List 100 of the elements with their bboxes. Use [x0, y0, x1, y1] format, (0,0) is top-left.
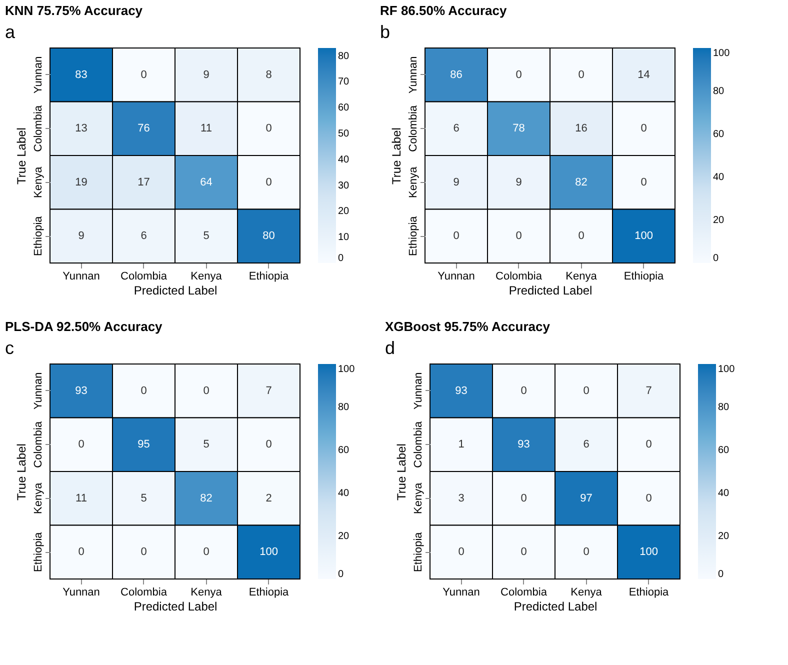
data-label: 100 — [634, 230, 653, 242]
x-tick-label: Kenya — [570, 586, 603, 598]
x-tick-label: Kenya — [190, 586, 223, 598]
color-bar-label: 0 — [713, 253, 719, 264]
y-tick-label: Ethiopia — [32, 215, 44, 256]
data-label: 5 — [203, 230, 210, 242]
data-label: 0 — [140, 546, 147, 558]
data-label: 0 — [646, 492, 652, 504]
data-label: 0 — [578, 230, 584, 242]
data-label: 0 — [453, 230, 460, 242]
data-label: 0 — [520, 384, 527, 397]
data-label: 9 — [78, 230, 84, 242]
x-tick-label: Colombia — [120, 270, 168, 282]
y-tick-label: Ethiopia — [412, 531, 424, 572]
data-label: 0 — [640, 122, 647, 135]
y-tick-label: Colombia — [408, 104, 420, 152]
data-label: 0 — [640, 176, 647, 188]
y-tick-label: Kenya — [412, 482, 424, 514]
chart-title: KNN 75.75% Accuracy — [5, 3, 144, 18]
data-label: 6 — [453, 122, 460, 135]
data-label: 0 — [520, 492, 527, 504]
data-label: 83 — [75, 68, 88, 81]
data-label: 6 — [140, 230, 147, 242]
y-tick-label: Ethiopia — [408, 215, 420, 256]
color-bar-label: 0 — [718, 569, 724, 580]
data-label: 6 — [583, 438, 590, 451]
x-tick-label: Yunnan — [62, 270, 100, 282]
data-label: 9 — [453, 176, 460, 188]
y-tick-label: Yunnan — [412, 372, 424, 410]
y-tick-label: Yunnan — [408, 56, 420, 94]
data-label: 0 — [516, 68, 522, 81]
text: d — [385, 338, 396, 358]
chart-title: PLS-DA 92.50% Accuracy — [5, 319, 164, 334]
data-label: 0 — [578, 68, 584, 81]
color-bar-label: 80 — [718, 402, 730, 413]
data-label: 9 — [203, 68, 210, 81]
data-label: 0 — [266, 176, 272, 188]
data-label: 82 — [200, 492, 212, 504]
text: b — [380, 22, 390, 42]
color-bar-label: 20 — [718, 531, 730, 542]
data-label: 9 — [516, 176, 522, 188]
color-bar-label: 70 — [338, 76, 350, 88]
y-tick-label: Kenya — [408, 166, 420, 198]
data-label: 64 — [200, 176, 212, 188]
x-tick-label: Yunnan — [442, 586, 480, 598]
color-bar-label: 80 — [713, 86, 725, 97]
x-tick-label: Colombia — [496, 270, 543, 282]
chart-title: XGBoost 95.75% Accuracy — [385, 319, 551, 334]
data-label: 11 — [200, 122, 212, 135]
color-bar-label: 0 — [338, 569, 344, 580]
x-axis-title: Predicted Label — [508, 284, 592, 298]
data-label: 97 — [580, 492, 592, 504]
color-bar-label: 0 — [338, 253, 344, 264]
color-bar-label: 100 — [718, 364, 736, 375]
data-label: 2 — [266, 492, 272, 504]
x-tick-label: Kenya — [190, 270, 223, 282]
x-tick-label: Ethiopia — [628, 586, 670, 598]
data-label: 0 — [78, 546, 84, 558]
x-axis-title: Predicted Label — [134, 600, 218, 614]
text: a — [5, 22, 16, 42]
data-label: 0 — [520, 546, 527, 558]
data-label: 1 — [458, 438, 464, 451]
data-label: 13 — [75, 122, 88, 135]
x-tick-label: Yunnan — [62, 586, 100, 598]
y-axis-title: True Label — [14, 444, 28, 500]
data-label: 3 — [458, 492, 464, 504]
color-bar-label: 40 — [338, 488, 350, 499]
x-tick-label: Colombia — [500, 586, 548, 598]
data-label: 78 — [512, 122, 525, 135]
y-tick-label: Ethiopia — [32, 531, 44, 572]
y-tick-label: Yunnan — [32, 372, 44, 410]
color-bar-label: 20 — [338, 206, 350, 218]
color-bar-label: 30 — [338, 180, 350, 192]
data-label: 0 — [140, 384, 147, 397]
y-axis-title: True Label — [14, 128, 28, 184]
x-tick-label: Ethiopia — [248, 586, 290, 598]
data-label: 16 — [575, 122, 588, 135]
y-tick-label: Kenya — [32, 166, 44, 198]
data-label: 0 — [583, 384, 590, 397]
x-tick-label: Ethiopia — [624, 270, 664, 282]
data-label: 7 — [646, 384, 652, 397]
y-tick-label: Yunnan — [32, 56, 44, 94]
color-bar-label: 50 — [338, 128, 350, 140]
x-axis-title: Predicted Label — [514, 600, 598, 614]
color-bar-label: 10 — [338, 232, 350, 244]
color-bar-label: 80 — [338, 50, 350, 62]
data-label: 100 — [260, 546, 278, 558]
x-axis-title: Predicted Label — [134, 284, 218, 298]
y-tick-label: Colombia — [32, 104, 44, 152]
data-label: 14 — [638, 68, 650, 81]
color-bar-label: 60 — [718, 445, 730, 456]
y-axis-title: True Label — [394, 444, 408, 500]
data-label: 95 — [138, 438, 150, 451]
color-bar-label: 100 — [338, 364, 356, 375]
x-tick-label: Colombia — [120, 586, 168, 598]
y-tick-label: Kenya — [32, 482, 44, 514]
data-label: 0 — [646, 438, 652, 451]
color-bar-label: 20 — [713, 215, 725, 226]
data-label: 93 — [518, 438, 530, 451]
data-label: 8 — [266, 68, 272, 81]
